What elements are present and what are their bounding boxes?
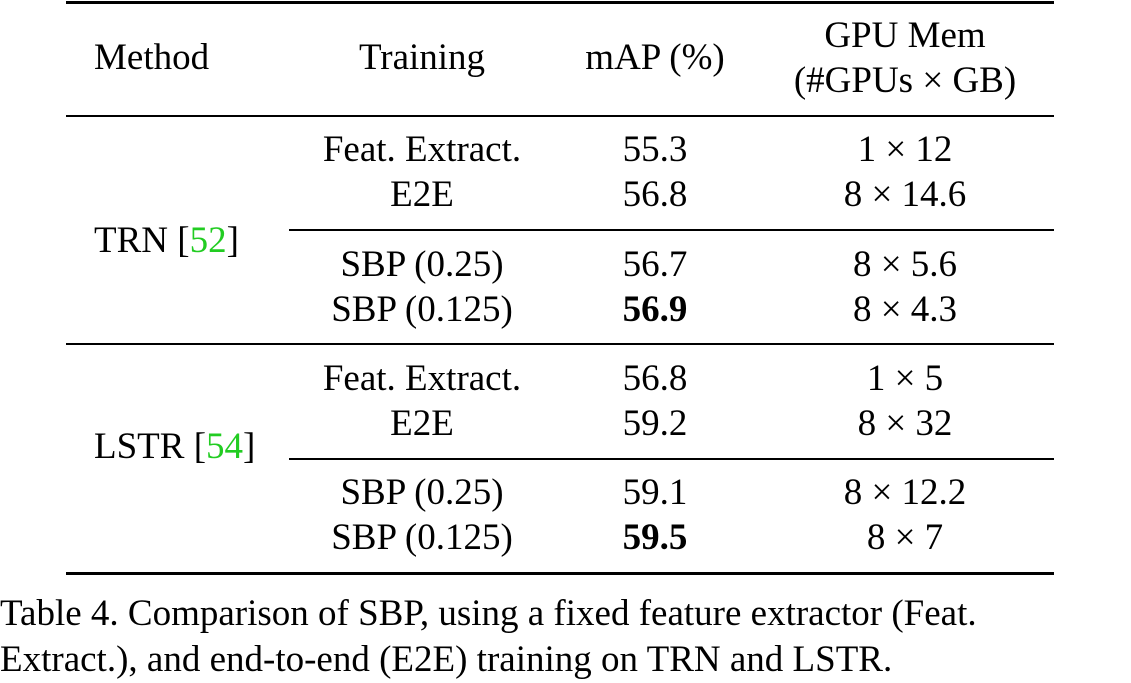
table-cell-gpu: 1 × 12: [857, 129, 953, 170]
table-top-rule: [66, 1, 1054, 4]
header-gpu-mem-line1: GPU Mem: [824, 15, 986, 56]
caption-line-2: Extract.), and end-to-end (E2E) training…: [0, 639, 893, 680]
table-cell-gpu: 8 × 32: [857, 403, 953, 444]
table-cell-map: 59.1: [622, 472, 688, 513]
header-training: Training: [358, 37, 486, 78]
table-cell-training: SBP (0.25): [340, 244, 504, 285]
table-cell-map: 56.8: [622, 174, 688, 215]
table-cell-gpu: 8 × 5.6: [852, 244, 958, 285]
table-bottom-rule: [66, 572, 1054, 575]
lstr-midrule: [289, 458, 1054, 460]
citation-link[interactable]: 52: [189, 220, 227, 261]
table-cell-map: 55.3: [622, 129, 688, 170]
header-method: Method: [94, 37, 210, 78]
table-cell-training: SBP (0.125): [331, 517, 513, 558]
header-gpu-mem-line2: (#GPUs × GB): [793, 60, 1017, 101]
method-label: LSTR [: [94, 426, 207, 467]
table-cell-gpu: 8 × 14.6: [843, 174, 967, 215]
table-cell-training: SBP (0.25): [340, 472, 504, 513]
method-trn: TRN [52]: [94, 219, 239, 263]
table-cell-training: E2E: [390, 174, 454, 215]
table-caption: Table 4. Comparison of SBP, using a fixe…: [0, 591, 1131, 683]
table-cell-training: Feat. Extract.: [322, 358, 522, 399]
table-cell-training: E2E: [390, 403, 454, 444]
method-label: TRN [: [94, 220, 190, 261]
caption-line-1: Table 4. Comparison of SBP, using a fixe…: [0, 593, 977, 634]
method-lstr: LSTR [54]: [94, 425, 255, 469]
group-separator-rule: [66, 343, 1054, 345]
table-cell-gpu: 8 × 4.3: [852, 289, 958, 330]
method-label-close: ]: [226, 220, 239, 261]
table-cell-map-best: 59.5: [622, 517, 688, 558]
method-label-close: ]: [243, 426, 256, 467]
table-cell-map: 56.8: [622, 358, 688, 399]
table-cell-map: 56.7: [622, 244, 688, 285]
trn-midrule: [289, 229, 1054, 231]
table-cell-training: Feat. Extract.: [322, 129, 522, 170]
table-cell-gpu: 8 × 7: [866, 517, 944, 558]
table-cell-gpu: 8 × 12.2: [843, 472, 967, 513]
table-cell-training: SBP (0.125): [331, 289, 513, 330]
table-cell-gpu: 1 × 5: [866, 358, 944, 399]
table-cell-map: 59.2: [622, 403, 688, 444]
header-map: mAP (%): [585, 37, 725, 78]
header-bottom-rule: [66, 115, 1054, 117]
citation-link[interactable]: 54: [206, 426, 244, 467]
table-cell-map-best: 56.9: [622, 289, 688, 330]
